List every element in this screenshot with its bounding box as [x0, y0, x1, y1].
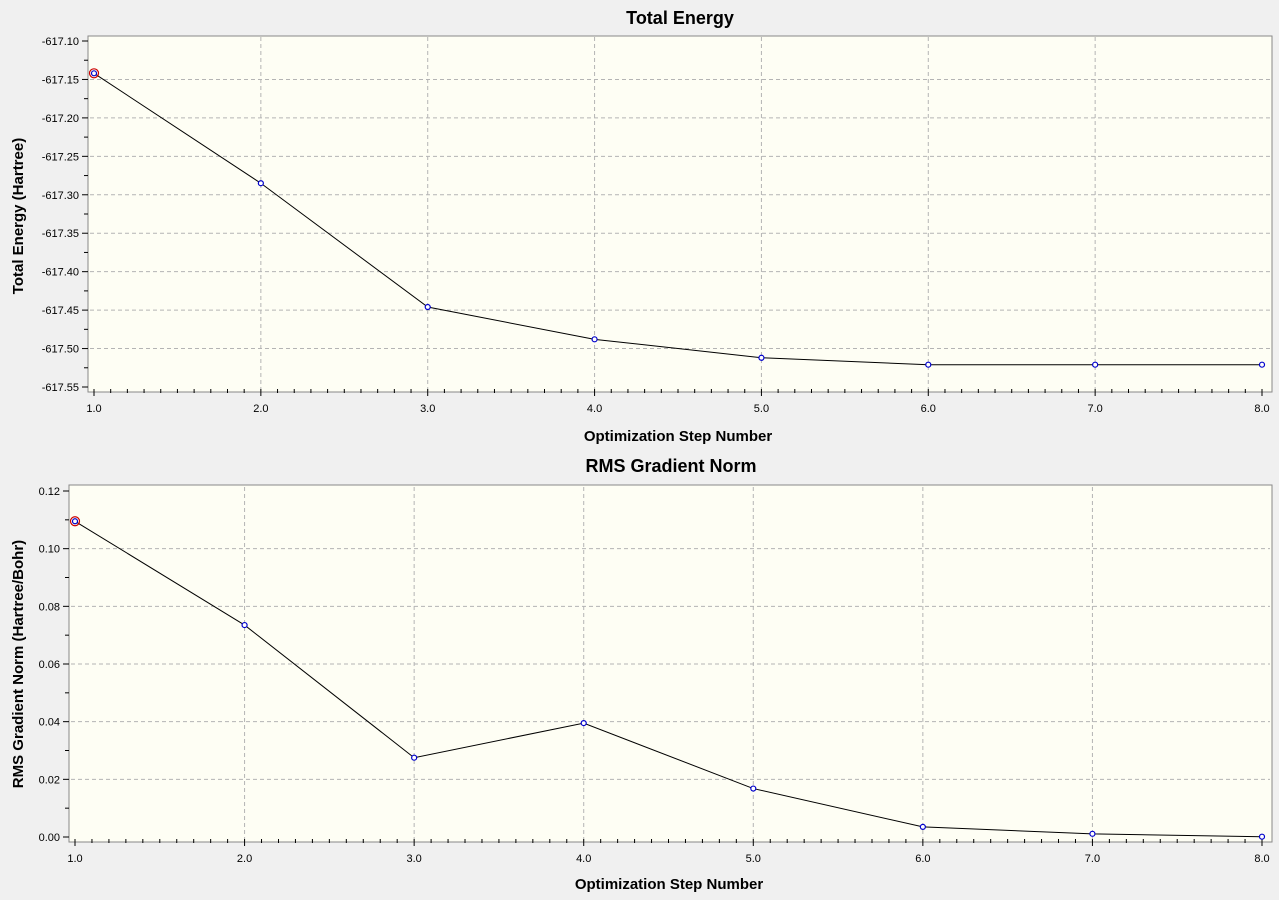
y-tick-label: -617.30	[42, 190, 79, 202]
y-axis-label: Total Energy (Hartree)	[10, 138, 27, 294]
y-tick-label: -617.15	[42, 74, 79, 86]
series-line	[93, 72, 1262, 366]
x-tick-label: 4.0	[576, 853, 591, 865]
y-tick-label: 0.08	[39, 601, 60, 613]
x-tick-label: 5.0	[754, 403, 769, 415]
data-point[interactable]	[257, 180, 264, 187]
data-point[interactable]	[90, 70, 98, 77]
y-tick-label: -617.20	[42, 113, 79, 125]
y-tick-label: -617.25	[42, 151, 79, 163]
data-point[interactable]	[411, 754, 418, 761]
y-tick-label: -617.55	[42, 382, 79, 394]
y-tick-label: 0.10	[39, 544, 60, 556]
x-tick-label: 3.0	[406, 853, 421, 865]
data-point[interactable]	[1089, 830, 1096, 837]
x-tick-label: 6.0	[921, 403, 936, 415]
x-tick-label: 8.0	[1254, 403, 1269, 415]
y-tick-label: 0.12	[39, 486, 60, 498]
selected-point-ring	[69, 516, 81, 527]
data-point[interactable]	[1258, 361, 1266, 368]
y-tick-label: -617.45	[42, 305, 79, 317]
selected-point-ring	[88, 68, 100, 79]
total-energy-chart: Total Energy 1.0 2.0 3.0 4.0 5.0 6.0 7.0 8.0 -61…	[10, 8, 1273, 445]
x-tick-label: 2.0	[253, 403, 268, 415]
data-point[interactable]	[1258, 833, 1266, 840]
data-point[interactable]	[758, 354, 765, 361]
data-point[interactable]	[925, 361, 932, 368]
rms-gradient-chart: RMS Gradient Norm 1.0 2.0 3.0 4.0 5.0 6.0 7.0 8…	[10, 456, 1273, 893]
chart-title: Total Energy	[626, 8, 734, 28]
y-tick-label: -617.50	[42, 344, 79, 356]
x-tick-label: 7.0	[1087, 403, 1102, 415]
data-point[interactable]	[424, 303, 431, 311]
x-tick-label: 7.0	[1085, 853, 1100, 865]
x-tick-label: 8.0	[1254, 853, 1269, 865]
plot-area	[87, 35, 1273, 393]
y-tick-label: 0.00	[39, 832, 60, 844]
y-tick-label: -617.35	[42, 228, 79, 240]
y-tick-label: -617.10	[42, 36, 79, 48]
data-point[interactable]	[1092, 361, 1099, 368]
x-axis-label: Optimization Step Number	[584, 428, 773, 445]
x-tick-label: 5.0	[746, 853, 761, 865]
x-axis-label: Optimization Step Number	[575, 876, 764, 893]
y-tick-label: -617.40	[42, 267, 79, 279]
x-tick-label: 2.0	[237, 853, 252, 865]
data-point[interactable]	[919, 823, 926, 831]
x-tick-label: 1.0	[67, 853, 82, 865]
y-tick-label: 0.04	[39, 717, 60, 729]
chart-title: RMS Gradient Norm	[585, 456, 756, 476]
x-tick-label: 6.0	[915, 853, 930, 865]
data-point[interactable]	[241, 621, 248, 629]
y-axis-label: RMS Gradient Norm (Hartree/Bohr)	[10, 540, 27, 788]
data-point[interactable]	[591, 336, 598, 343]
y-tick-label: 0.02	[39, 774, 60, 786]
x-tick-label: 4.0	[587, 403, 602, 415]
data-point[interactable]	[71, 518, 79, 525]
x-tick-label: 3.0	[420, 403, 435, 415]
y-tick-label: 0.06	[39, 659, 60, 671]
data-point[interactable]	[580, 720, 587, 727]
x-tick-label: 1.0	[86, 403, 101, 415]
data-point[interactable]	[750, 785, 757, 792]
series-line	[74, 520, 1263, 838]
